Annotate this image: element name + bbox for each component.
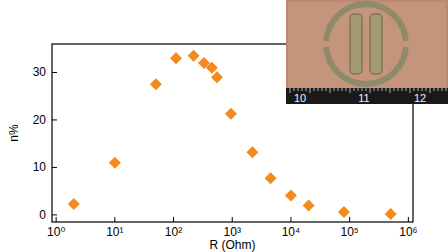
- ruler-mark: [354, 88, 355, 91]
- ruler-mark: [438, 88, 439, 91]
- ruler-mark: [310, 88, 311, 93]
- ruler-mark: [378, 88, 379, 91]
- point: [206, 62, 218, 74]
- ruler-mark: [338, 88, 339, 91]
- x-tick-label: 10⁶: [399, 225, 417, 239]
- ruler-mark: [406, 88, 407, 91]
- inset-photo: 10 11 12: [286, 0, 448, 104]
- x-axis-label: R (Ohm): [210, 238, 256, 252]
- x-tick-label: 10⁵: [340, 225, 358, 239]
- ruler-mark: [434, 88, 435, 91]
- point: [211, 71, 223, 83]
- ruler-mark: [306, 88, 307, 91]
- ruler-mark: [318, 88, 319, 91]
- inset-bar: [370, 14, 382, 74]
- inset-board: [288, 2, 446, 88]
- ruler-label: 11: [358, 92, 369, 104]
- y-axis-label: n%: [7, 124, 21, 142]
- ruler-mark: [314, 88, 315, 91]
- ruler-mark: [326, 88, 327, 91]
- ruler-mark: [294, 88, 295, 91]
- ruler-mark: [382, 88, 383, 91]
- ruler-mark: [394, 88, 395, 91]
- ruler-mark: [414, 88, 415, 91]
- ruler-mark: [366, 88, 367, 91]
- point: [188, 50, 200, 62]
- x-tick: [114, 217, 115, 222]
- ruler-mark: [398, 88, 399, 91]
- ruler-mark: [386, 88, 387, 91]
- ruler-mark: [298, 88, 299, 91]
- inset-gap: [390, 41, 410, 47]
- x-tick: [232, 217, 233, 222]
- ruler-mark: [410, 88, 411, 93]
- ruler-mark: [442, 88, 443, 91]
- ruler-label: 10: [294, 92, 306, 104]
- ruler-label: 12: [414, 92, 426, 104]
- point: [338, 206, 350, 218]
- y-tick: [52, 119, 57, 120]
- x-tick-label: 10²: [165, 225, 182, 239]
- ruler-mark: [426, 88, 427, 91]
- ruler-mark: [374, 88, 375, 91]
- ruler-mark: [430, 88, 431, 93]
- point: [285, 189, 297, 201]
- ruler-mark: [362, 88, 363, 91]
- y-tick-label: 10: [33, 160, 47, 174]
- y-tick-label: 30: [33, 65, 47, 79]
- point: [150, 78, 162, 90]
- y-tick-label: 20: [33, 113, 47, 127]
- x-tick: [408, 217, 409, 222]
- ruler-mark: [346, 88, 347, 91]
- ruler-mark: [358, 88, 359, 91]
- x-tick: [56, 217, 57, 222]
- point: [265, 172, 277, 184]
- x-tick-label: 10¹: [106, 225, 123, 239]
- inset-gap: [322, 41, 342, 47]
- y-tick-label: 0: [39, 208, 46, 222]
- x-tick: [349, 217, 350, 222]
- ruler-mark: [446, 88, 447, 91]
- ruler-mark: [422, 88, 423, 91]
- x-tick-label: 10⁰: [47, 225, 65, 239]
- point: [68, 198, 80, 210]
- ruler-mark: [402, 88, 403, 91]
- inset-ruler: [286, 88, 448, 104]
- x-tick-label: 10⁴: [282, 225, 301, 239]
- point: [109, 157, 121, 169]
- y-tick: [52, 167, 57, 168]
- x-tick: [290, 217, 291, 222]
- ruler-mark: [342, 88, 343, 91]
- ruler-mark: [418, 88, 419, 91]
- inset-bar: [350, 14, 362, 74]
- point: [385, 208, 397, 220]
- point: [170, 52, 182, 64]
- point: [246, 146, 258, 158]
- y-tick: [52, 214, 57, 215]
- ruler-mark: [322, 88, 323, 91]
- x-tick-label: 10³: [224, 225, 241, 239]
- ruler-mark: [330, 88, 331, 93]
- ruler-mark: [350, 88, 351, 93]
- chart: 10⁰10¹10²10³10⁴10⁵10⁶0102030R (Ohm)n%101…: [0, 0, 448, 252]
- point: [303, 199, 315, 211]
- ruler-mark: [302, 88, 303, 91]
- point: [225, 108, 237, 120]
- ruler-mark: [290, 88, 291, 93]
- ruler-mark: [334, 88, 335, 91]
- y-tick: [52, 72, 57, 73]
- inset-background: [286, 0, 448, 104]
- ruler-mark: [390, 88, 391, 93]
- x-tick: [173, 217, 174, 222]
